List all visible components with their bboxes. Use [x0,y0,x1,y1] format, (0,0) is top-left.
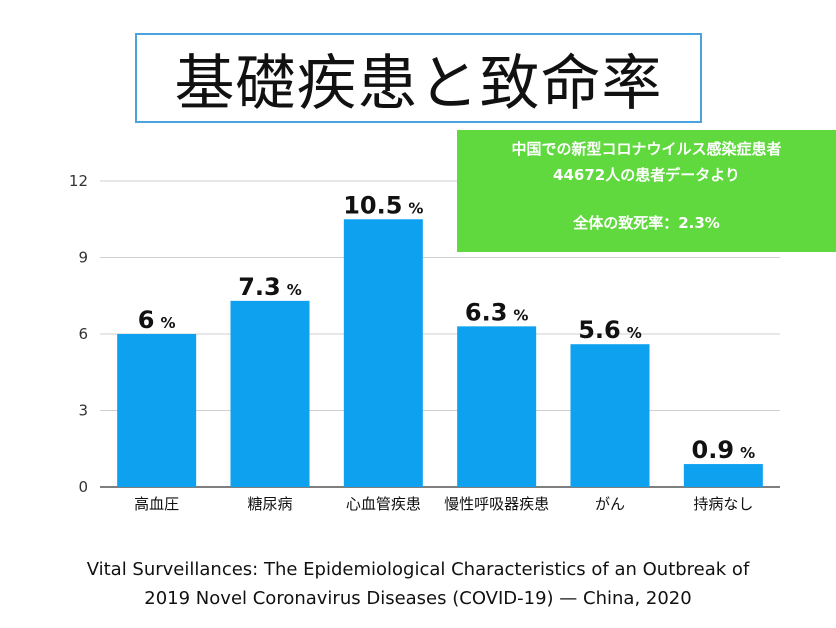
data-label: 10.5% [343,191,423,219]
annotation-line-1: 中国での新型コロナウイルス感染症患者 [511,140,782,158]
x-tick-label: 持病なし [693,495,753,513]
x-tick-label: 慢性呼吸器疾患 [444,495,549,513]
data-label: 6.3% [465,298,529,326]
data-label: 0.9% [692,436,756,464]
bar [117,334,197,487]
annotation-line-2: 44672人の患者データより [553,166,740,184]
source-citation-line-2: 2019 Novel Coronavirus Diseases (COVID-1… [144,588,692,609]
x-tick-label: 高血圧 [134,495,179,513]
annotation-line-3: 全体の致死率：2.3% [573,214,720,232]
y-tick-label: 6 [78,325,88,343]
data-label: 7.3% [238,273,302,301]
bar [457,326,537,487]
data-label: 6% [138,306,176,334]
source-citation-line-1: Vital Surveillances: The Epidemiological… [86,559,750,580]
x-tick-label: がん [595,495,625,513]
x-tick-label: 心血管疾患 [346,495,421,513]
y-tick-label: 9 [78,249,88,267]
y-tick-label: 0 [78,478,88,496]
bar [230,300,310,487]
bar [683,464,763,487]
y-tick-label: 3 [78,402,88,420]
annotation-box: 中国での新型コロナウイルス感染症患者 44672人の患者データより 全体の致死率… [457,130,836,252]
bar [343,219,423,487]
x-tick-label: 糖尿病 [247,495,292,513]
bar [570,344,650,487]
chart-title: 基礎疾患と致命率 [135,33,702,123]
data-label: 5.6% [578,316,642,344]
y-tick-label: 12 [69,172,88,190]
